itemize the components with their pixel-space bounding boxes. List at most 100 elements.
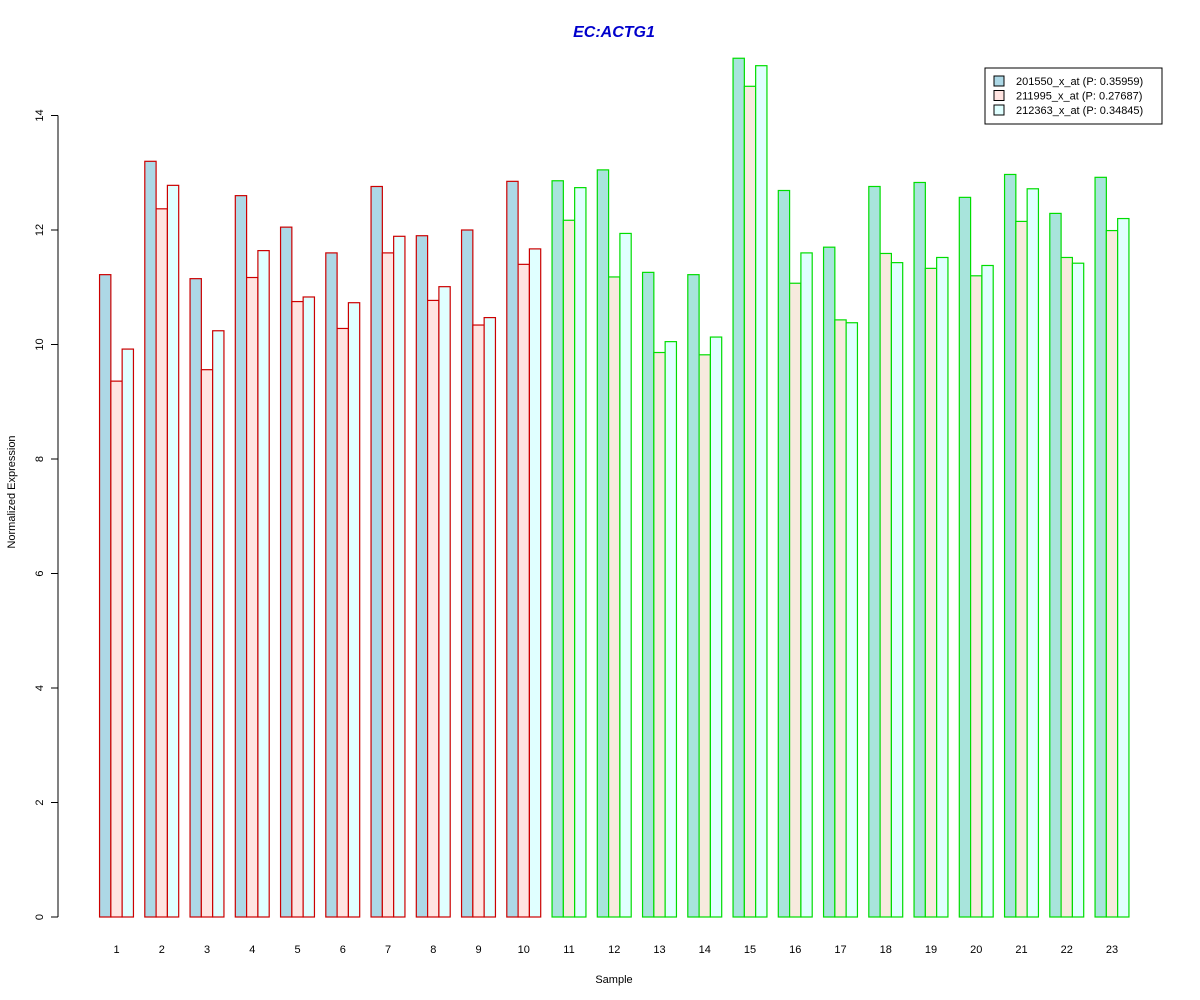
bar <box>472 324 485 918</box>
bar <box>1003 173 1017 918</box>
x-tick-label: 6 <box>340 944 346 956</box>
x-tick-label: 23 <box>1106 944 1118 956</box>
x-tick-label: 21 <box>1015 944 1027 956</box>
bar <box>234 195 248 918</box>
x-tick-label: 17 <box>834 944 846 956</box>
bars <box>98 57 1130 918</box>
bar <box>743 85 757 918</box>
x-tick-label: 9 <box>475 944 481 956</box>
y-tick-label: 14 <box>34 109 46 121</box>
bar <box>1094 176 1107 918</box>
x-tick-label: 2 <box>159 944 165 956</box>
y-axis-label: Normalized Expression <box>6 435 18 548</box>
y-tick-label: 10 <box>34 338 46 350</box>
bar <box>936 256 949 918</box>
x-tick-label: 22 <box>1061 944 1073 956</box>
legend-swatch <box>993 75 1005 87</box>
bar <box>528 248 542 918</box>
bar <box>438 286 451 918</box>
bar <box>777 189 791 918</box>
legend-entry: 212363_x_at (P: 0.34845) <box>1016 105 1143 117</box>
bar <box>325 252 338 918</box>
bar <box>483 316 497 918</box>
legend-swatch <box>993 104 1005 116</box>
bar <box>370 185 383 918</box>
bar <box>415 235 429 918</box>
bar <box>279 226 293 918</box>
bar <box>1117 217 1130 918</box>
bar <box>427 299 440 918</box>
bar <box>302 296 316 918</box>
bar <box>551 180 564 918</box>
bar <box>110 380 123 918</box>
bar <box>732 57 745 918</box>
bar <box>868 185 881 918</box>
bar <box>822 246 836 918</box>
bar <box>336 327 350 918</box>
bar <box>709 336 723 918</box>
x-tick-label: 10 <box>518 944 530 956</box>
bar <box>1060 256 1073 918</box>
legend: 201550_x_at (P: 0.35959) 211995_x_at (P: … <box>984 67 1163 125</box>
x-tick-label: 5 <box>294 944 300 956</box>
bar <box>641 271 655 918</box>
bar <box>924 267 938 918</box>
x-tick-label: 12 <box>608 944 620 956</box>
bar <box>381 252 395 918</box>
bar <box>166 184 180 918</box>
y-tick-label: 0 <box>34 914 46 920</box>
bar <box>121 348 135 918</box>
x-axis: 1 2 3 4 5 6 7 8 9 10 11 12 13 14 15 16 17 18 19 20 21 22 23 <box>113 944 1118 956</box>
bar <box>212 330 225 918</box>
x-tick-label: 19 <box>925 944 937 956</box>
bar <box>200 369 214 918</box>
x-axis-label: Sample <box>595 974 632 986</box>
bar <box>981 264 994 918</box>
y-tick-label: 8 <box>34 456 46 462</box>
bar <box>291 300 304 918</box>
legend-swatch <box>993 90 1005 101</box>
bar <box>890 262 904 918</box>
bar <box>98 274 112 918</box>
bar <box>1026 188 1040 918</box>
bar <box>155 208 169 918</box>
x-tick-label: 16 <box>789 944 801 956</box>
x-tick-label: 20 <box>970 944 982 956</box>
x-tick-label: 11 <box>563 944 574 956</box>
bar <box>800 252 813 918</box>
x-tick-label: 4 <box>249 944 255 956</box>
bar <box>664 341 678 918</box>
bar <box>619 232 632 918</box>
bar <box>879 252 892 918</box>
bar <box>1071 262 1085 918</box>
bar <box>958 196 972 918</box>
legend-box <box>984 67 1163 125</box>
y-axis: 0 2 4 6 8 10 12 14 <box>34 109 59 920</box>
bar <box>834 319 847 918</box>
bar <box>913 181 926 918</box>
x-tick-label: 18 <box>880 944 892 956</box>
bar <box>698 354 711 918</box>
bar <box>969 275 983 918</box>
bar <box>653 351 666 918</box>
bar <box>144 160 157 918</box>
bar <box>845 322 859 918</box>
legend-entry: 201550_x_at (P: 0.35959) <box>1016 76 1143 88</box>
bar <box>574 187 587 918</box>
x-tick-label: 1 <box>113 944 119 956</box>
bar <box>1015 220 1028 918</box>
y-tick-label: 6 <box>34 570 46 576</box>
bar <box>246 276 259 918</box>
x-tick-label: 8 <box>430 944 436 956</box>
bar <box>607 276 621 918</box>
bar <box>517 263 530 918</box>
x-tick-label: 13 <box>653 944 665 956</box>
y-tick-label: 2 <box>34 799 46 805</box>
y-tick-label: 12 <box>34 224 46 236</box>
bar <box>189 278 202 918</box>
bar <box>687 274 700 918</box>
chart-title: EC:ACTG1 <box>573 24 655 41</box>
bar <box>347 302 361 918</box>
x-tick-label: 14 <box>699 944 711 956</box>
